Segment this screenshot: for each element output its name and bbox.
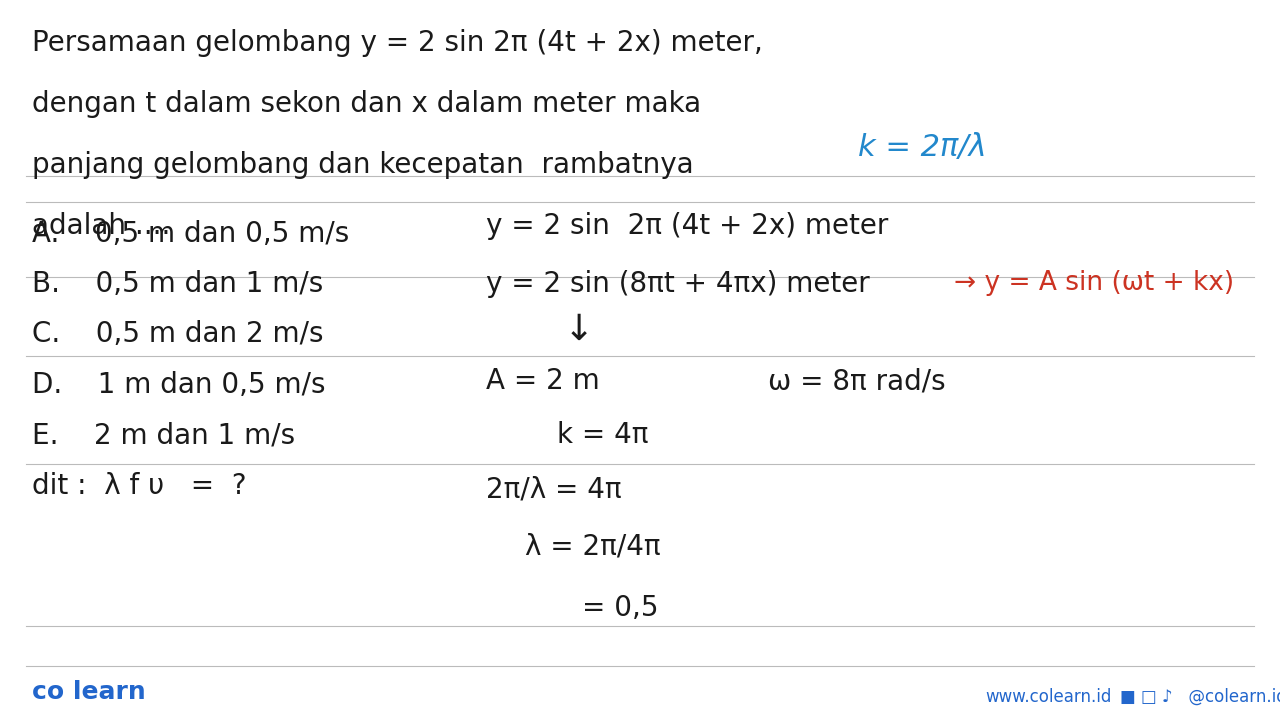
Text: ω = 8π rad/s: ω = 8π rad/s <box>768 367 946 395</box>
Text: k = 2π/λ: k = 2π/λ <box>858 133 986 162</box>
Text: λ = 2π/4π: λ = 2π/4π <box>525 533 660 561</box>
Text: y = 2 sin  2π (4t + 2x) meter: y = 2 sin 2π (4t + 2x) meter <box>486 212 888 240</box>
Text: A = 2 m: A = 2 m <box>486 367 600 395</box>
Text: D.    1 m dan 0,5 m/s: D. 1 m dan 0,5 m/s <box>32 371 325 399</box>
Text: E.    2 m dan 1 m/s: E. 2 m dan 1 m/s <box>32 421 296 449</box>
Text: ↓: ↓ <box>563 313 594 347</box>
Text: co learn: co learn <box>32 680 146 704</box>
Text: y = 2 sin (8πt + 4πx) meter: y = 2 sin (8πt + 4πx) meter <box>486 270 870 298</box>
Text: k = 4π: k = 4π <box>557 421 648 449</box>
Text: panjang gelombang dan kecepatan  rambatnya: panjang gelombang dan kecepatan rambatny… <box>32 151 694 179</box>
Text: ■ □ ♪   @colearn.id: ■ □ ♪ @colearn.id <box>1120 688 1280 706</box>
Text: 2π/λ = 4π: 2π/λ = 4π <box>486 475 622 503</box>
Text: = 0,5: = 0,5 <box>582 594 659 622</box>
Text: www.colearn.id: www.colearn.id <box>986 688 1112 706</box>
Text: B.    0,5 m dan 1 m/s: B. 0,5 m dan 1 m/s <box>32 270 324 298</box>
Text: dit :  λ f υ   =  ?: dit : λ f υ = ? <box>32 472 247 500</box>
Text: A.    0,5 m dan 0,5 m/s: A. 0,5 m dan 0,5 m/s <box>32 220 349 248</box>
Text: → y = A sin (ωt + kx): → y = A sin (ωt + kx) <box>954 270 1234 296</box>
Text: Persamaan gelombang y = 2 sin 2π (4t + 2x) meter,: Persamaan gelombang y = 2 sin 2π (4t + 2… <box>32 29 763 57</box>
Text: C.    0,5 m dan 2 m/s: C. 0,5 m dan 2 m/s <box>32 320 324 348</box>
Text: adalah ....: adalah .... <box>32 212 170 240</box>
Text: dengan t dalam sekon dan x dalam meter maka: dengan t dalam sekon dan x dalam meter m… <box>32 90 701 118</box>
